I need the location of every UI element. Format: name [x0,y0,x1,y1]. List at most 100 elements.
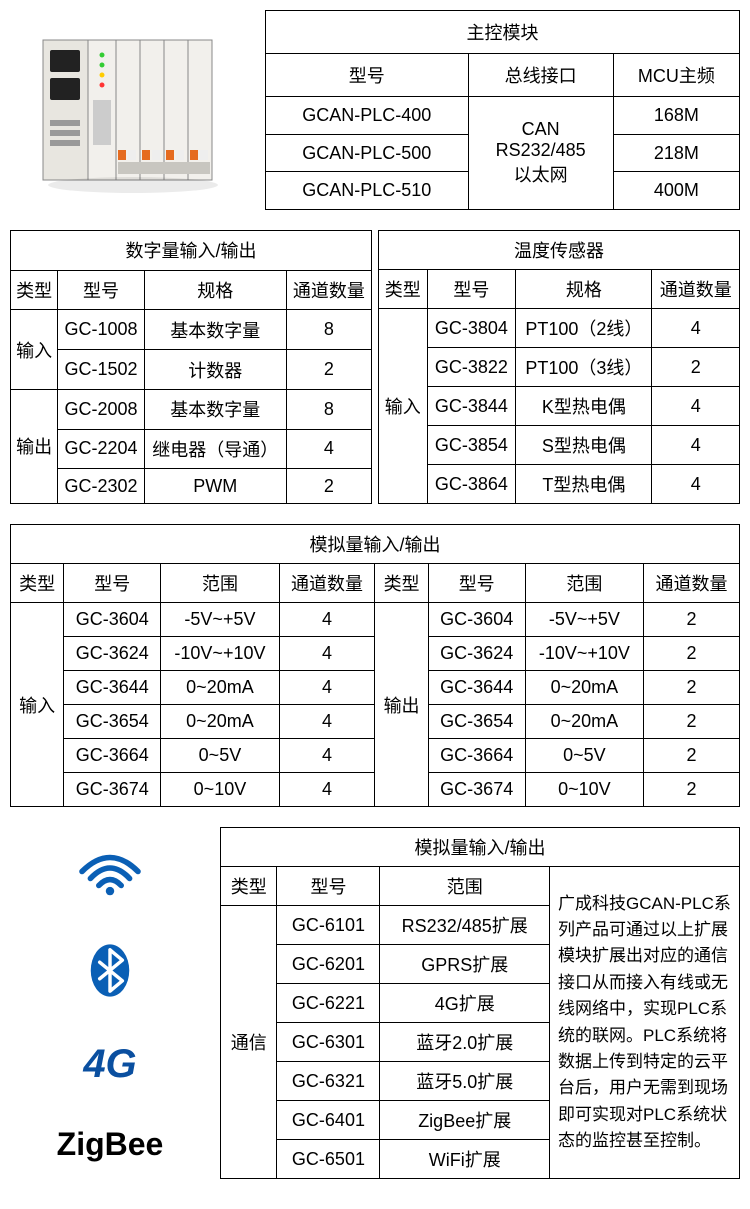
cell: GC-2008 [58,389,144,429]
cell: -5V~+5V [525,603,643,637]
cell: GC-3844 [427,387,516,426]
cell: 2 [644,671,740,705]
cell: 0~10V [525,773,643,807]
header: 范围 [161,564,279,603]
cell: 2 [644,739,740,773]
cell: 2 [286,350,371,390]
cell: GC-3822 [427,348,516,387]
cell: GC-3864 [427,465,516,504]
cell: -10V~+10V [525,637,643,671]
cell-model: GCAN-PLC-400 [266,97,469,135]
cell: 基本数字量 [144,310,286,350]
cell: 8 [286,389,371,429]
cell: GC-3644 [428,671,525,705]
header: 类型 [11,564,64,603]
header: 通道数量 [286,270,371,310]
cell: 继电器（导通） [144,429,286,469]
row-comm: 4G ZigBee 模拟量输入/输出 类型 型号 范围 广成科技GCAN-PLC… [10,827,740,1179]
cell: 2 [644,705,740,739]
cell: GC-3624 [428,637,525,671]
header: 型号 [58,270,144,310]
header: 规格 [144,270,286,310]
cell-model: GCAN-PLC-510 [266,172,469,210]
cell: GC-3624 [64,637,161,671]
temp-sensor-table: 温度传感器 类型 型号 规格 通道数量 输入 GC-3804 PT100（2线）… [378,230,740,504]
header: 范围 [380,867,550,906]
cell-mcu: 400M [613,172,739,210]
cell: 4 [652,465,740,504]
cell: 基本数字量 [144,389,286,429]
cell: T型热电偶 [516,465,652,504]
type-comm: 通信 [221,906,277,1179]
cell: 4 [279,739,375,773]
zigbee-label: ZigBee [57,1126,164,1163]
header: 类型 [11,270,58,310]
cell: GC-3654 [64,705,161,739]
cell: 4G扩展 [380,984,550,1023]
analog-title: 模拟量输入/输出 [11,525,740,564]
cell: GC-3674 [428,773,525,807]
cell: 2 [644,773,740,807]
cell: 0~20mA [525,671,643,705]
cell: PT100（2线） [516,309,652,348]
cell: GC-3854 [427,426,516,465]
cell: GPRS扩展 [380,945,550,984]
cell: -10V~+10V [161,637,279,671]
analog-io-table: 模拟量输入/输出 类型 型号 范围 通道数量 类型 型号 范围 通道数量 输入 … [10,524,740,807]
cell: GC-3664 [64,739,161,773]
cell: GC-2302 [58,469,144,504]
header: 型号 [64,564,161,603]
device-image [10,10,255,210]
header: 型号 [427,270,516,309]
cell: 0~5V [161,739,279,773]
cell: 4 [279,671,375,705]
header: 规格 [516,270,652,309]
cell: GC-3654 [428,705,525,739]
type-output: 输出 [375,603,428,807]
row-digital-temp: 数字量输入/输出 类型 型号 规格 通道数量 输入 GC-1008 基本数字量 … [10,230,740,504]
cell: 4 [286,429,371,469]
header-mcu: MCU主频 [613,54,739,97]
header: 通道数量 [644,564,740,603]
cell: 2 [644,637,740,671]
cell: 4 [652,309,740,348]
header: 通道数量 [652,270,740,309]
type-output: 输出 [11,389,58,503]
cell: GC-3674 [64,773,161,807]
comm-table: 模拟量输入/输出 类型 型号 范围 广成科技GCAN-PLC系列产品可通过以上扩… [220,827,740,1179]
cell: PT100（3线） [516,348,652,387]
cell: 2 [644,603,740,637]
cell: 0~5V [525,739,643,773]
cell: GC-6201 [277,945,380,984]
main-module-title: 主控模块 [266,11,740,54]
cell: 4 [279,637,375,671]
header: 类型 [379,270,428,309]
cell: GC-3644 [64,671,161,705]
bluetooth-icon [75,943,145,1003]
cell: 4 [652,387,740,426]
cell: 2 [286,469,371,504]
type-input: 输入 [11,310,58,389]
cell-mcu: 168M [613,97,739,135]
header: 类型 [375,564,428,603]
cell: GC-6301 [277,1023,380,1062]
cell: GC-3664 [428,739,525,773]
type-input: 输入 [11,603,64,807]
cell: GC-3604 [428,603,525,637]
cell: GC-3804 [427,309,516,348]
cell: GC-3604 [64,603,161,637]
comm-title: 模拟量输入/输出 [221,828,740,867]
temp-title: 温度传感器 [379,231,740,270]
cell: 0~20mA [161,671,279,705]
plc-device-illustration [23,20,243,200]
cell: RS232/485扩展 [380,906,550,945]
cell: S型热电偶 [516,426,652,465]
cell: 0~20mA [161,705,279,739]
cell: 4 [279,773,375,807]
digital-io-table: 数字量输入/输出 类型 型号 规格 通道数量 输入 GC-1008 基本数字量 … [10,230,372,504]
cell: GC-6221 [277,984,380,1023]
row-analog: 模拟量输入/输出 类型 型号 范围 通道数量 类型 型号 范围 通道数量 输入 … [10,524,740,807]
cell-bus: CAN RS232/485 以太网 [468,97,613,210]
cell-model: GCAN-PLC-500 [266,134,469,172]
header-model: 型号 [266,54,469,97]
